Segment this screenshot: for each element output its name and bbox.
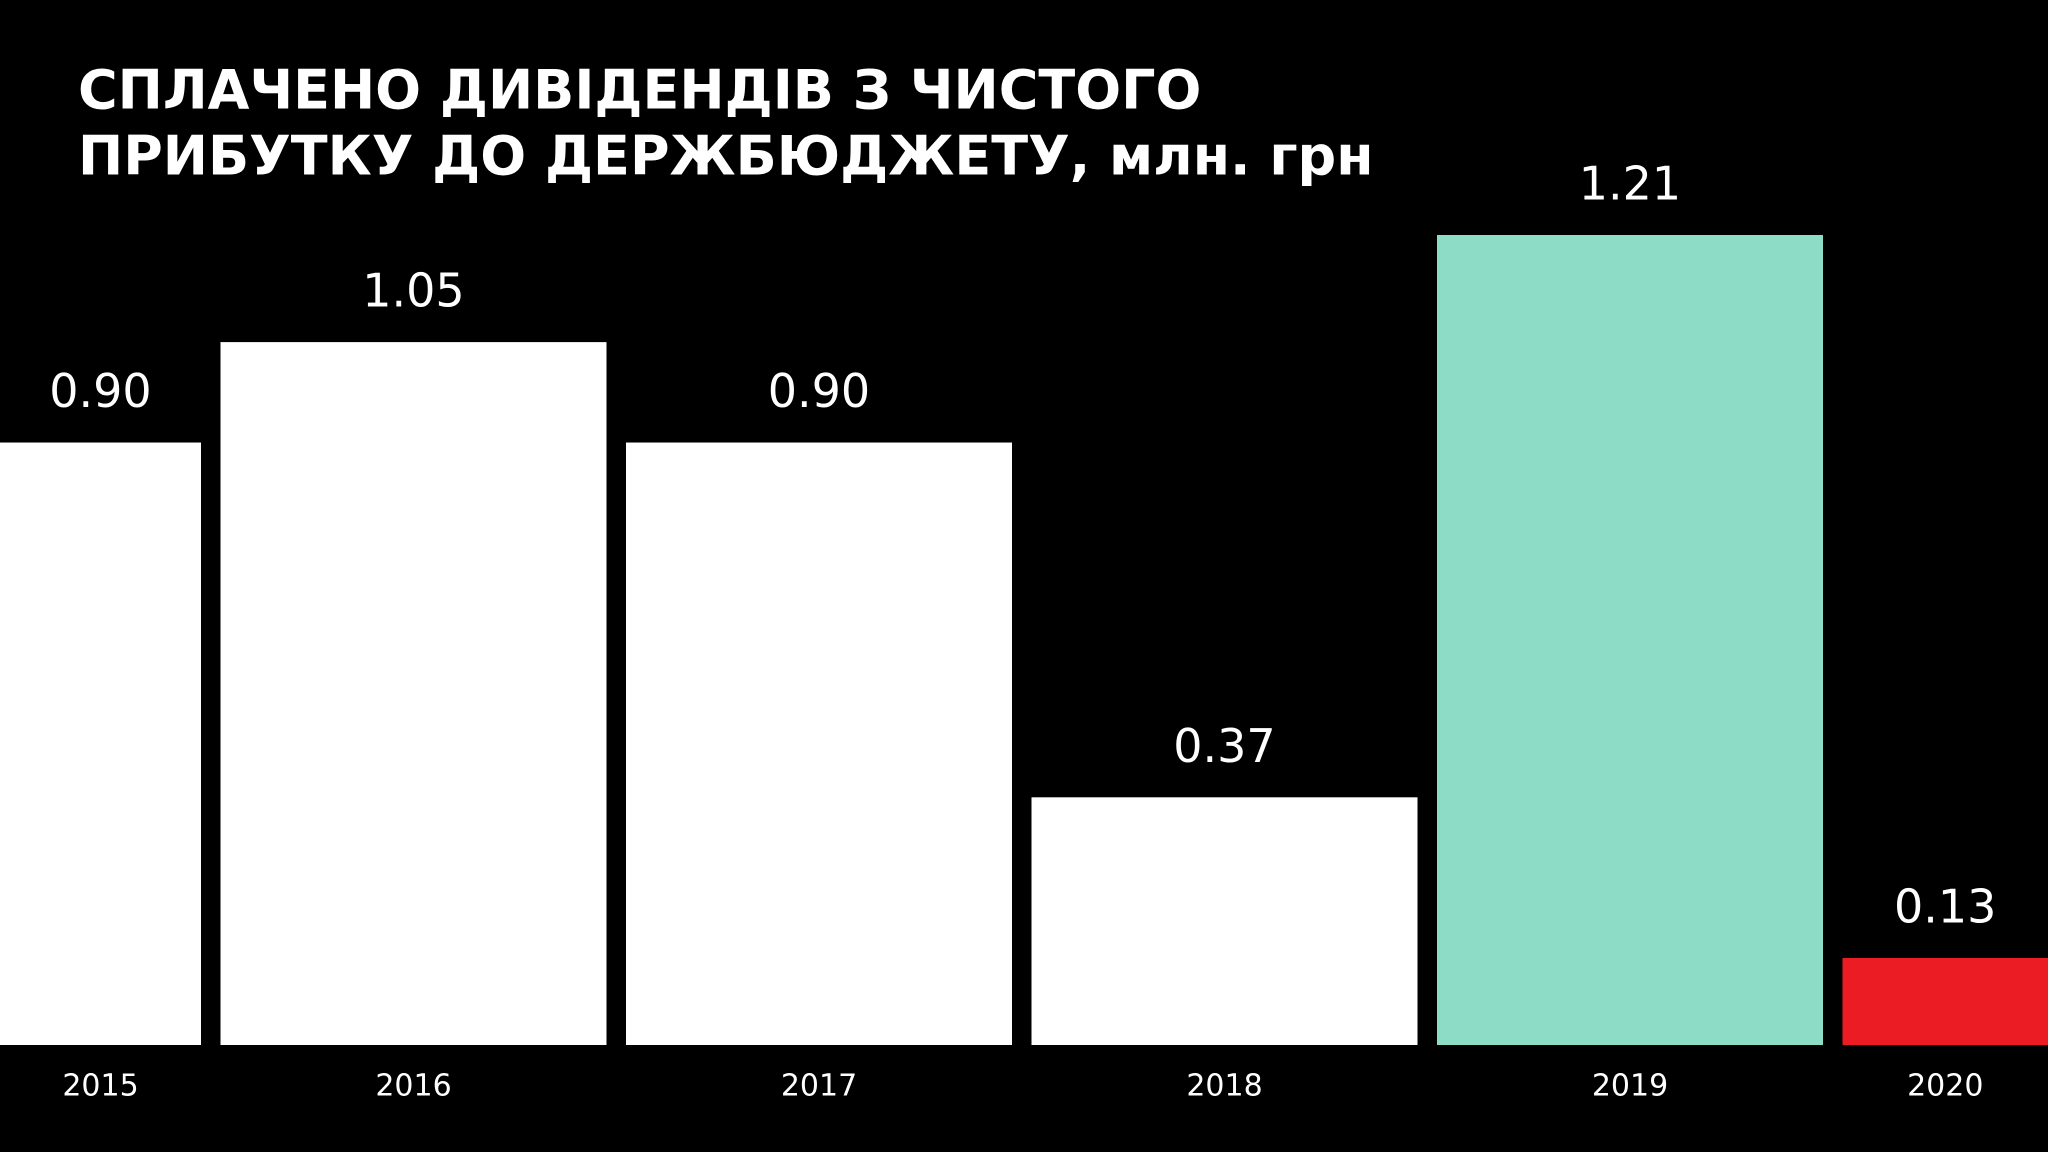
value-label: 1.21: [1579, 157, 1681, 211]
x-tick-label: 2016: [375, 1069, 451, 1104]
value-label: 0.90: [768, 364, 870, 418]
value-label: 1.05: [362, 264, 464, 318]
bar: [626, 442, 1012, 1046]
value-label: 0.37: [1173, 719, 1275, 773]
bar: [1437, 235, 1823, 1045]
x-tick-label: 2017: [781, 1069, 857, 1104]
chart-title: СПЛАЧЕНО ДИВІДЕНДІВ З ЧИСТОГО: [78, 59, 1201, 122]
x-tick-label: 2020: [1907, 1069, 1983, 1104]
value-label: 0.90: [49, 364, 151, 418]
x-tick-label: 2015: [62, 1069, 138, 1104]
value-label: 0.13: [1894, 879, 1996, 933]
bar: [1031, 797, 1418, 1045]
x-tick-label: 2018: [1186, 1069, 1262, 1104]
bar: [1842, 957, 2048, 1045]
bar: [220, 342, 607, 1046]
bar: [0, 442, 201, 1046]
x-tick-label: 2019: [1592, 1069, 1668, 1104]
chart-title: ПРИБУТКУ ДО ДЕРЖБЮДЖЕТУ, млн. грн: [78, 125, 1374, 188]
